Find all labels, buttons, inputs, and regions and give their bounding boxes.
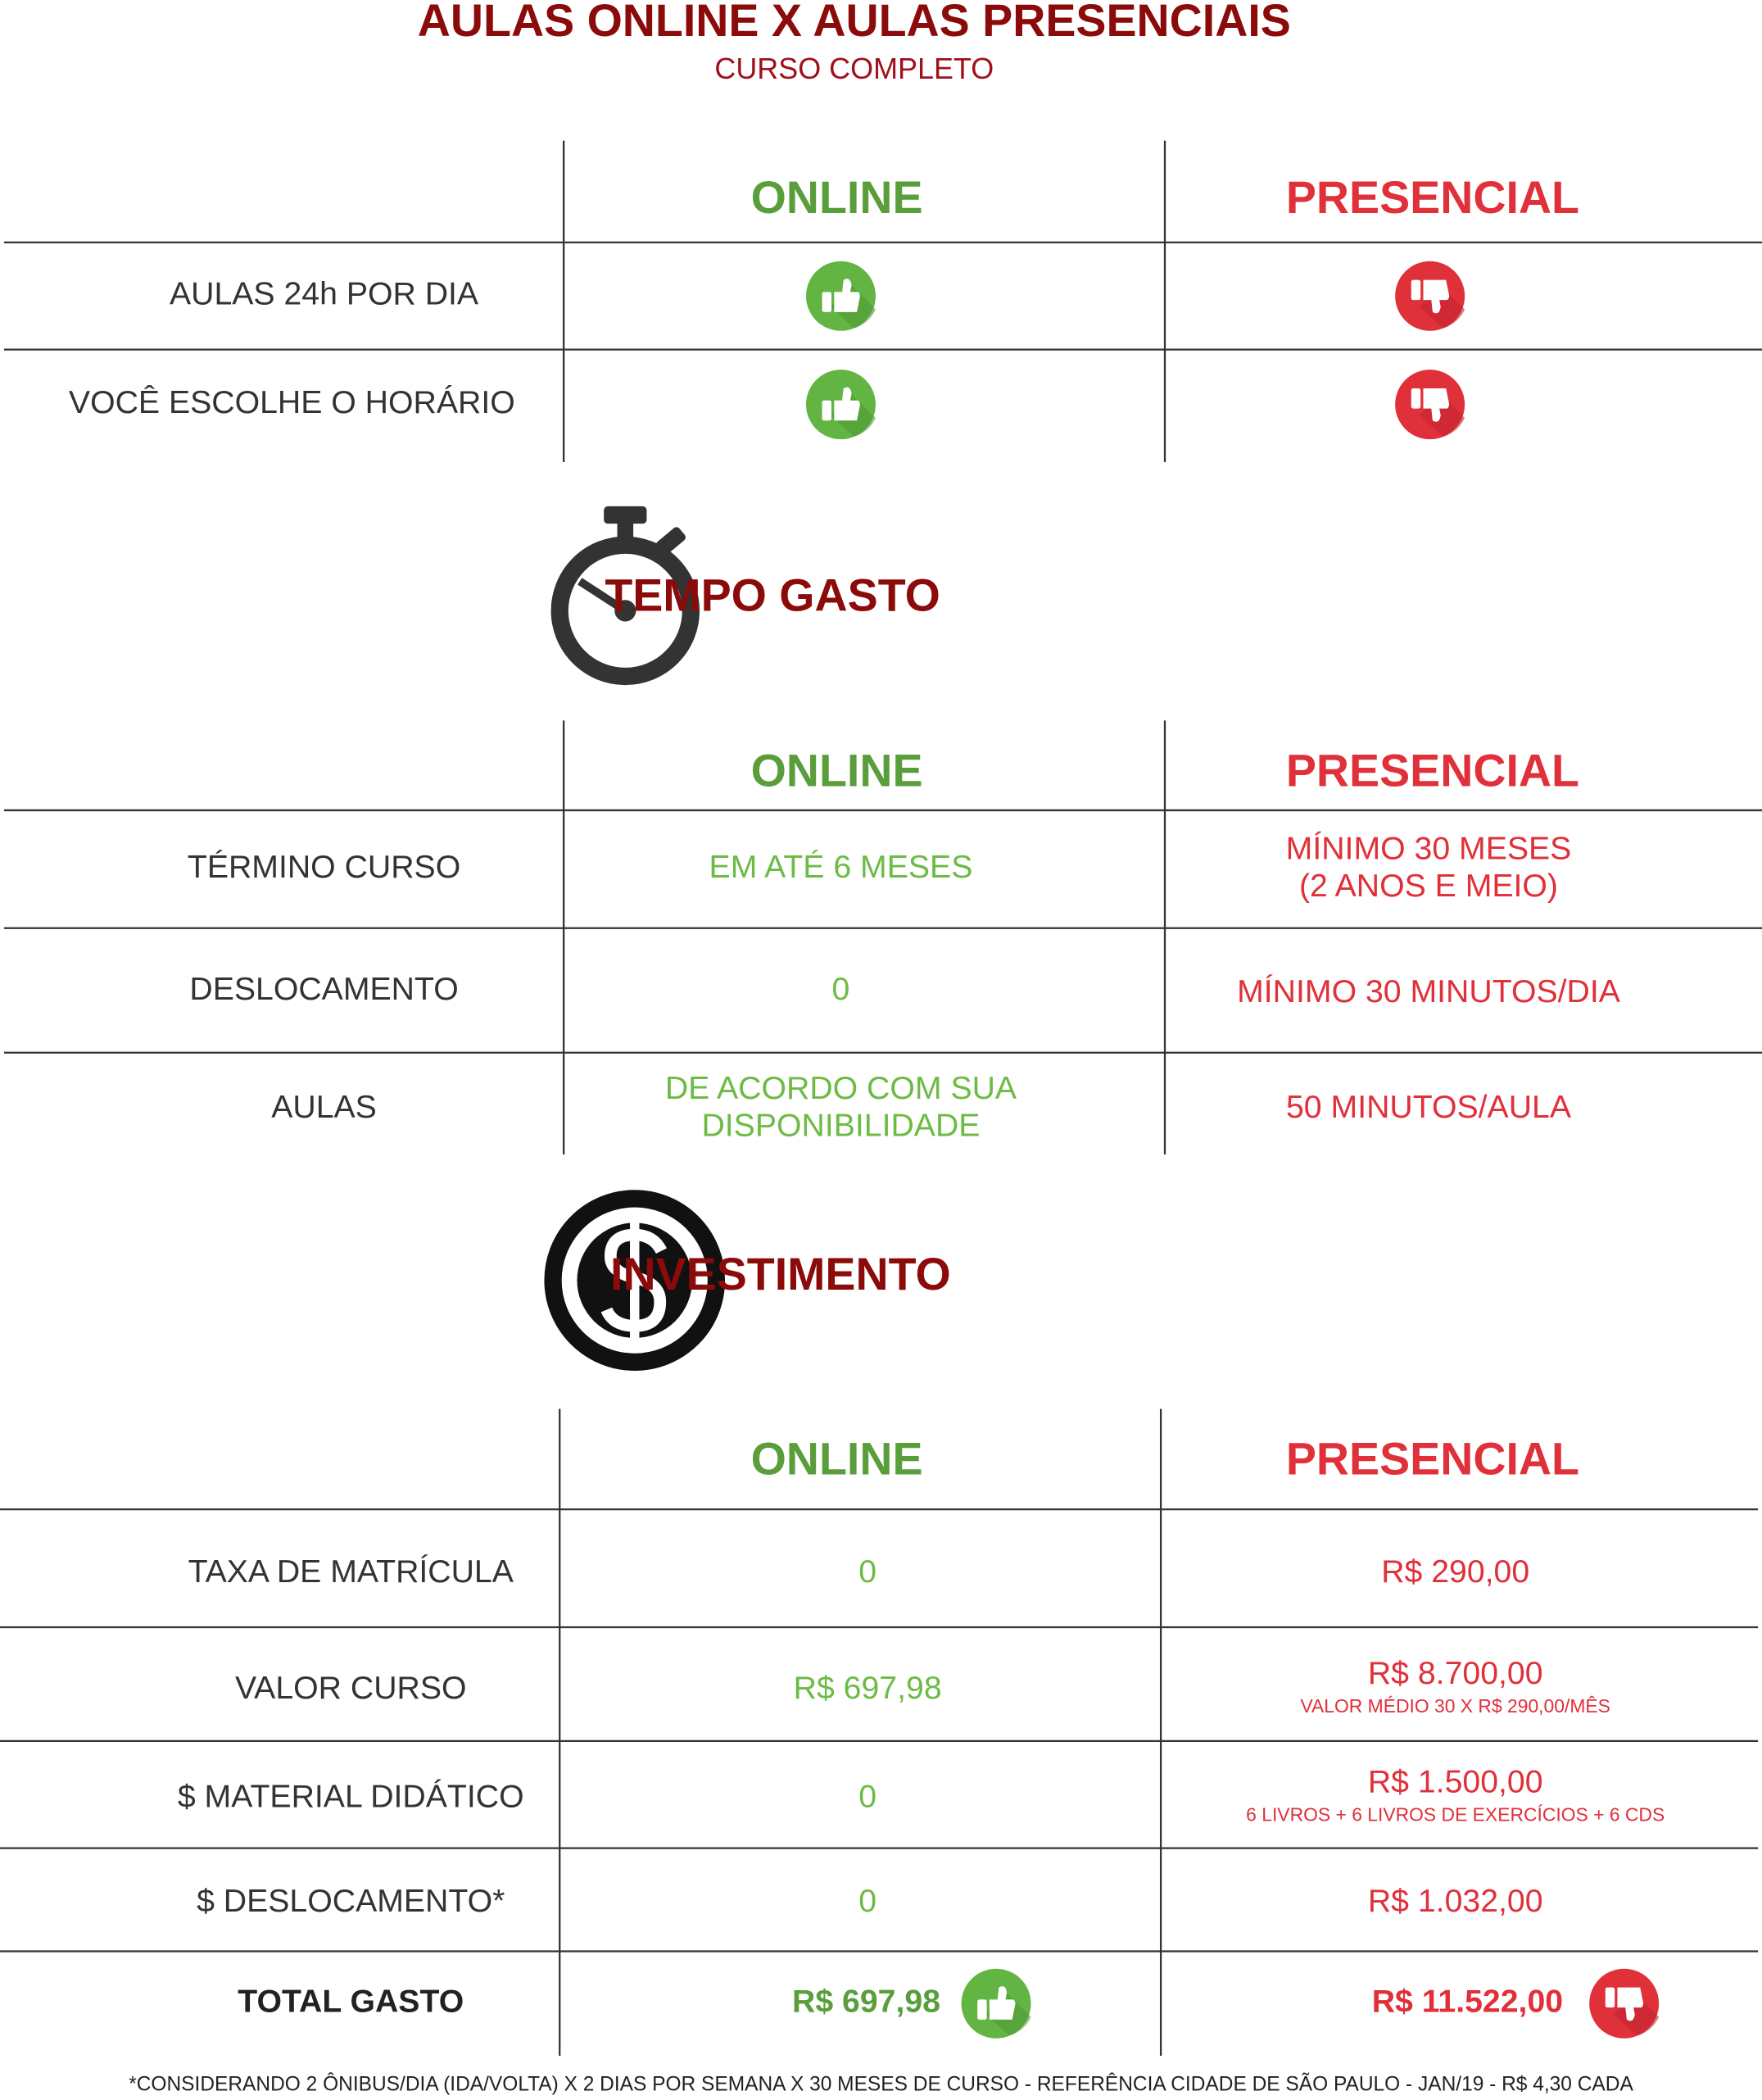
thumb-palm [1423,388,1450,422]
stopwatch-icon [550,506,700,686]
title: AULAS ONLINE X AULAS PRESENCIAIS [418,0,1291,46]
thumb-up-icon [961,1968,1031,2039]
thumb-cuff [977,1999,987,2020]
thumb-cuff [1411,279,1421,301]
cell-text: 0 [858,1883,876,1919]
cell-text: 0 [858,1779,876,1815]
thumb-palm [834,387,860,421]
thumb [977,1986,1016,2020]
row-label: TOTAL GASTO [238,1984,464,2020]
row-label: $ DESLOCAMENTO* [197,1883,505,1919]
section-heading: INVESTIMENTO [610,1249,951,1299]
thumb [1411,388,1450,422]
column-header: ONLINE [751,172,923,223]
section-heading: TEMPO GASTO [605,569,940,620]
thumb-down-icon [1589,1968,1660,2039]
dollar-icon [544,1190,726,1371]
column-header: ONLINE [751,1434,923,1485]
subtitle: CURSO COMPLETO [714,52,994,85]
cell-text: DE ACORDO COM SUA [665,1070,1017,1106]
column-header: ONLINE [751,745,923,796]
cell-text: (2 ANOS E MEIO) [1299,868,1558,904]
thumb-cuff [1605,1987,1615,2008]
column-header: PRESENCIAL [1286,172,1579,223]
cell-text: R$ 290,00 [1381,1553,1529,1590]
cell-note: 6 LIVROS + 6 LIVROS DE EXERCÍCIOS + 6 CD… [1246,1803,1665,1825]
row-label: AULAS [271,1089,377,1125]
row-label: TÉRMINO CURSO [188,849,460,885]
row-label: AULAS 24h POR DIA [170,276,479,312]
cell-text: MÍNIMO 30 MESES [1286,830,1572,866]
thumb [822,279,860,312]
thumb [822,387,860,421]
cell-text: R$ 1.500,00 [1368,1764,1543,1800]
cell-text: R$ 8.700,00 [1368,1655,1543,1691]
thumb-palm [1617,1987,1644,2021]
thumb-up-icon [805,370,876,440]
thumb [1411,279,1450,314]
footnote: *CONSIDERANDO 2 ÔNIBUS/DIA (IDA/VOLTA) X… [129,2072,1633,2095]
row-label: VOCÊ ESCOLHE O HORÁRIO [69,384,515,420]
cell-text: 0 [858,1553,876,1590]
cell-text: 50 MINUTOS/AULA [1286,1089,1572,1125]
column-header: PRESENCIAL [1286,1434,1579,1485]
cell-text: R$ 1.032,00 [1368,1883,1543,1919]
cell-text: R$ 697,98 [792,1984,940,2020]
thumb-cuff [822,292,832,312]
thumb-palm [834,279,860,312]
cell-text: 0 [832,971,850,1007]
thumb-down-icon [1395,370,1465,440]
row-label: VALOR CURSO [235,1670,467,1706]
thumb-palm [989,1986,1016,2020]
cell-text: MÍNIMO 30 MINUTOS/DIA [1237,973,1621,1009]
thumb-cuff [1411,388,1421,409]
row-label: $ MATERIAL DIDÁTICO [178,1779,524,1815]
thumb-up-icon [805,261,876,331]
thumb-down-icon [1395,261,1465,331]
cell-text: R$ 11.522,00 [1372,1984,1563,2020]
thumb-palm [1423,279,1450,314]
cell-text: R$ 697,98 [794,1670,942,1706]
cell-note: VALOR MÉDIO 30 X R$ 290,00/MÊS [1300,1695,1610,1717]
row-label: DESLOCAMENTO [189,971,458,1007]
thumb-cuff [822,400,832,421]
thumb [1605,1987,1644,2021]
cell-text: EM ATÉ 6 MESES [709,849,973,885]
column-header: PRESENCIAL [1286,745,1579,796]
cell-text: DISPONIBILIDADE [701,1108,980,1144]
row-label: TAXA DE MATRÍCULA [188,1553,514,1590]
